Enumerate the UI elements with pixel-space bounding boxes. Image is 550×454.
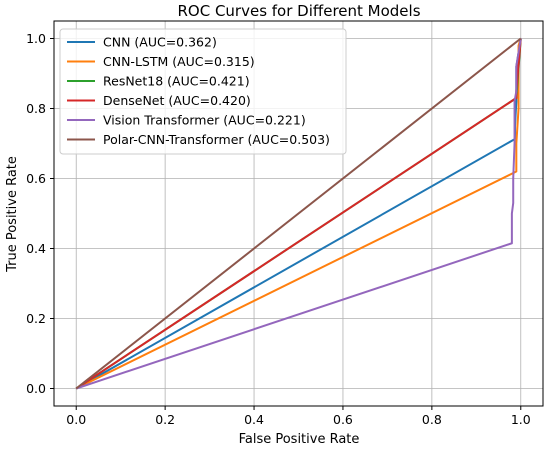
legend-label-5: Vision Transformer (AUC=0.221) <box>103 113 306 128</box>
legend-label-3: ResNet18 (AUC=0.421) <box>103 74 250 89</box>
series-line-6 <box>75 37 522 390</box>
x-tick-label: 1.0 <box>511 412 531 427</box>
y-tick-label: 0.4 <box>26 241 46 256</box>
y-tick-label: 0.0 <box>26 381 46 396</box>
y-axis-label: True Positive Rate <box>5 156 20 273</box>
y-tick-label: 0.2 <box>26 311 46 326</box>
legend-label-2: CNN-LSTM (AUC=0.315) <box>103 54 255 69</box>
legend: CNN (AUC=0.362) CNN-LSTM (AUC=0.315) ResNe… <box>59 28 347 155</box>
x-tick-label: 0.4 <box>244 412 264 427</box>
y-tick-label: 1.0 <box>26 31 46 46</box>
axes: 0.0 0.2 0.4 0.6 0.8 1.0 0.0 0.2 0.4 0.6 0.8 1.0 <box>26 20 544 427</box>
legend-label-6: Polar-CNN-Transformer (AUC=0.503) <box>103 132 330 147</box>
legend-label-4: DenseNet (AUC=0.420) <box>103 93 251 108</box>
axes-frame <box>53 20 544 407</box>
x-tick-label: 0.6 <box>333 412 353 427</box>
legend-label-1: CNN (AUC=0.362) <box>103 35 217 50</box>
plot-area <box>75 37 522 390</box>
x-tick-label: 0.8 <box>422 412 442 427</box>
chart-title: ROC Curves for Different Models <box>177 2 420 20</box>
x-tick-label: 0.2 <box>155 412 175 427</box>
y-tick-label: 0.8 <box>26 101 46 116</box>
y-tick-label: 0.6 <box>26 171 46 186</box>
x-tick-label: 0.0 <box>66 412 86 427</box>
legend-box <box>59 28 347 155</box>
x-axis-label: False Positive Rate <box>239 432 360 447</box>
series-line-5 <box>75 38 522 390</box>
